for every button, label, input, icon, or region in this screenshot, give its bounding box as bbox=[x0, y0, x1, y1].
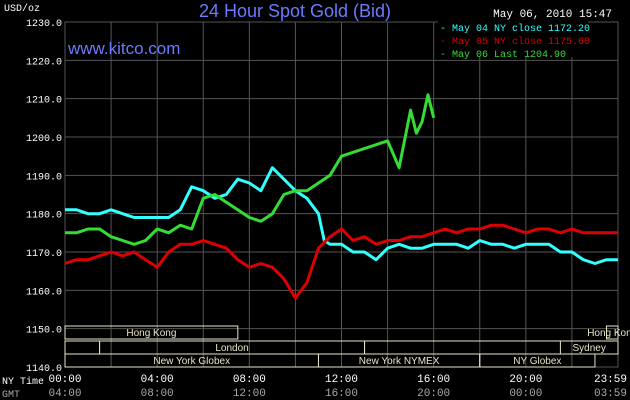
y-axis-ticks: 1140.0 1150.0 1160.0 1170.0 1180.0 1190.0 1200… bbox=[26, 19, 62, 375]
session-label: Hong Kong bbox=[126, 328, 176, 339]
x-tick-label-ny: 16:00 bbox=[417, 374, 450, 386]
x-tick-label-gmt: 04:00 bbox=[48, 388, 81, 400]
y-tick-label: 1210.0 bbox=[26, 96, 62, 107]
x-tick-label-gmt: 20:00 bbox=[417, 388, 450, 400]
legend-item: - May 05 NY close 1175.60 bbox=[440, 36, 590, 48]
y-tick-label: 1180.0 bbox=[26, 211, 62, 222]
website-link[interactable]: www.kitco.com bbox=[67, 39, 180, 58]
session-label: Sydney bbox=[573, 343, 606, 354]
y-tick-label: 1170.0 bbox=[26, 249, 62, 260]
session-label: Hong Kong bbox=[587, 328, 630, 339]
x-axis: NY Time GMT 00:00 04:00 04:00 08:00 08:00 12:00… bbox=[2, 374, 627, 400]
series-lines bbox=[64, 93, 618, 300]
session-box bbox=[605, 325, 619, 340]
y-tick-label: 1220.0 bbox=[26, 57, 62, 68]
legend: - May 04 NY close 1172.20- May 05 NY clo… bbox=[438, 21, 590, 61]
session-box bbox=[479, 353, 596, 368]
x-tick-label-gmt: 00:00 bbox=[509, 388, 542, 400]
x-tick-label-gmt: 12:00 bbox=[233, 388, 266, 400]
session-box bbox=[64, 340, 101, 355]
x-tick-label-ny: 20:00 bbox=[509, 374, 542, 386]
series-line bbox=[65, 166, 618, 265]
ny-time-label: NY Time bbox=[2, 376, 44, 388]
series-line bbox=[64, 223, 618, 300]
session-label: NY Globex bbox=[513, 356, 561, 367]
grid bbox=[64, 21, 619, 368]
x-tick-label-gmt: 16:00 bbox=[325, 388, 358, 400]
y-tick-label: 1150.0 bbox=[26, 326, 62, 337]
x-tick-label-ny: 23:59 bbox=[594, 374, 627, 386]
y-unit-label: USD/oz bbox=[4, 3, 40, 15]
x-tick-label-ny: 12:00 bbox=[325, 374, 358, 386]
y-tick-label: 1230.0 bbox=[26, 19, 62, 30]
session-box bbox=[64, 325, 239, 340]
session-label: New York Globex bbox=[153, 356, 230, 367]
market-sessions: Hong Kong Hong Kong London Sydney New York G… bbox=[64, 325, 630, 368]
x-tick-label-gmt: 03:59 bbox=[594, 388, 627, 400]
y-tick-label: 1200.0 bbox=[26, 134, 62, 145]
x-tick-label-ny: 00:00 bbox=[48, 374, 81, 386]
legend-item: - May 06 Last 1204.90 bbox=[440, 50, 566, 61]
y-tick-label: 1160.0 bbox=[26, 287, 62, 298]
x-tick-label-ny: 04:00 bbox=[141, 374, 174, 386]
legend-background bbox=[438, 21, 588, 57]
series-line bbox=[65, 93, 436, 246]
gmt-label: GMT bbox=[2, 390, 20, 400]
session-label: London bbox=[215, 343, 248, 354]
chart-title: 24 Hour Spot Gold (Bid) bbox=[199, 1, 391, 21]
session-label: New York NYMEX bbox=[359, 356, 440, 367]
y-tick-label: 1190.0 bbox=[26, 172, 62, 183]
x-tick-label-ny: 08:00 bbox=[233, 374, 266, 386]
y-tick-label: 1140.0 bbox=[26, 364, 62, 375]
timestamp: May 06, 2010 15:47 bbox=[493, 9, 612, 21]
x-tick-label-gmt: 08:00 bbox=[141, 388, 174, 400]
legend-item: - May 04 NY close 1172.20 bbox=[440, 23, 590, 35]
